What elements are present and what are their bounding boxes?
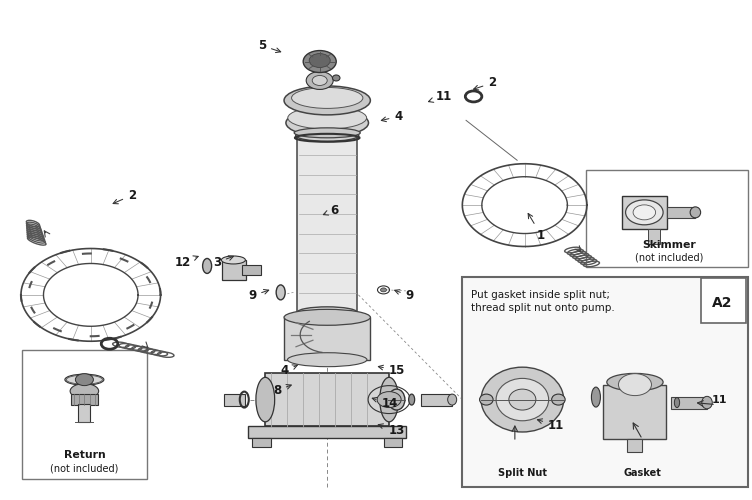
Ellipse shape xyxy=(591,387,600,407)
Bar xyxy=(242,265,261,275)
Text: 11: 11 xyxy=(711,394,726,404)
Text: 11: 11 xyxy=(429,90,452,103)
Ellipse shape xyxy=(496,378,549,421)
Circle shape xyxy=(309,54,330,68)
Ellipse shape xyxy=(287,352,367,366)
Bar xyxy=(71,394,98,404)
Bar xyxy=(627,439,642,452)
Ellipse shape xyxy=(70,384,99,398)
Bar xyxy=(252,438,271,447)
Text: 4: 4 xyxy=(280,364,297,377)
Ellipse shape xyxy=(480,394,493,405)
Text: 9: 9 xyxy=(248,290,268,302)
Ellipse shape xyxy=(284,310,371,326)
Text: 4: 4 xyxy=(381,110,402,123)
Text: 11: 11 xyxy=(538,419,564,432)
Text: 1: 1 xyxy=(528,214,545,242)
Ellipse shape xyxy=(286,109,368,136)
Text: (not included): (not included) xyxy=(635,252,703,262)
Text: 14: 14 xyxy=(372,397,398,410)
Circle shape xyxy=(618,374,651,396)
Text: 15: 15 xyxy=(378,364,405,377)
Ellipse shape xyxy=(408,394,414,405)
Bar xyxy=(22,350,147,480)
Ellipse shape xyxy=(292,88,363,108)
Bar xyxy=(384,438,402,447)
Text: Return: Return xyxy=(63,450,105,460)
Bar xyxy=(462,278,747,487)
Bar xyxy=(586,170,747,268)
Text: Gasket: Gasket xyxy=(623,468,662,478)
Ellipse shape xyxy=(702,396,712,409)
Bar xyxy=(297,136,357,312)
Ellipse shape xyxy=(221,256,245,264)
Circle shape xyxy=(303,50,336,72)
Text: 13: 13 xyxy=(378,424,405,437)
Circle shape xyxy=(377,392,401,407)
Ellipse shape xyxy=(447,394,456,405)
Ellipse shape xyxy=(675,398,680,407)
Bar xyxy=(603,384,666,440)
Circle shape xyxy=(312,76,327,86)
Ellipse shape xyxy=(332,75,340,81)
Text: (not included): (not included) xyxy=(50,464,119,473)
Ellipse shape xyxy=(296,130,359,141)
Ellipse shape xyxy=(65,374,104,385)
Ellipse shape xyxy=(388,389,405,410)
Text: 6: 6 xyxy=(323,204,339,216)
Ellipse shape xyxy=(284,86,371,115)
Ellipse shape xyxy=(481,367,564,432)
Text: 5: 5 xyxy=(258,39,280,52)
Text: Skimmer: Skimmer xyxy=(642,240,696,250)
Circle shape xyxy=(75,374,93,386)
Text: 9: 9 xyxy=(395,290,414,302)
Bar xyxy=(420,394,452,406)
Ellipse shape xyxy=(276,285,285,300)
Bar xyxy=(671,396,707,408)
Ellipse shape xyxy=(202,258,211,274)
Text: Put gasket inside split nut;: Put gasket inside split nut; xyxy=(472,290,611,300)
Text: A2: A2 xyxy=(712,296,732,310)
Text: thread split nut onto pump.: thread split nut onto pump. xyxy=(472,304,615,314)
Text: 2: 2 xyxy=(113,188,136,204)
Text: 3: 3 xyxy=(213,256,233,269)
Ellipse shape xyxy=(294,128,360,138)
Bar xyxy=(622,196,667,229)
Text: Split Nut: Split Nut xyxy=(498,468,547,478)
Bar xyxy=(222,260,246,280)
Ellipse shape xyxy=(607,374,663,391)
Ellipse shape xyxy=(552,394,566,405)
Bar xyxy=(265,374,389,426)
Text: 12: 12 xyxy=(174,256,199,269)
Bar xyxy=(701,278,746,324)
Bar xyxy=(78,404,90,422)
Ellipse shape xyxy=(690,207,701,218)
Bar xyxy=(667,207,696,218)
Ellipse shape xyxy=(297,307,357,318)
Bar xyxy=(248,426,406,438)
Ellipse shape xyxy=(288,106,367,129)
Ellipse shape xyxy=(380,378,399,422)
Ellipse shape xyxy=(509,389,536,410)
Circle shape xyxy=(633,205,656,220)
Ellipse shape xyxy=(256,378,274,422)
Circle shape xyxy=(306,72,333,90)
Bar xyxy=(224,394,245,406)
Bar xyxy=(284,318,371,360)
Circle shape xyxy=(381,288,387,292)
Circle shape xyxy=(626,200,663,225)
Text: 2: 2 xyxy=(474,76,496,90)
Bar xyxy=(648,229,660,244)
Ellipse shape xyxy=(66,375,102,384)
Text: 8: 8 xyxy=(273,384,291,397)
